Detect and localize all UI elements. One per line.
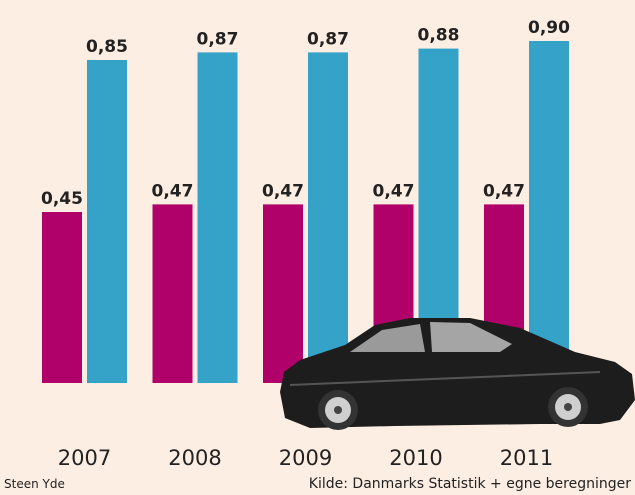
bar	[529, 41, 569, 383]
data-label: 0,87	[197, 29, 239, 49]
bar	[87, 60, 127, 383]
data-label: 0,85	[86, 37, 128, 57]
source: Kilde: Danmarks Statistik + egne beregni…	[309, 476, 631, 492]
x-tick-label: 2011	[500, 446, 553, 470]
bar	[308, 52, 348, 383]
x-tick-label: 2007	[58, 446, 111, 470]
x-tick-label: 2008	[168, 446, 221, 470]
bar	[263, 204, 303, 383]
x-tick-label: 2010	[389, 446, 442, 470]
bar	[198, 52, 238, 383]
data-label: 0,90	[528, 18, 570, 38]
data-label: 0,47	[152, 181, 194, 201]
x-tick-label: 2009	[279, 446, 332, 470]
credit: Steen Yde	[4, 477, 65, 491]
data-label: 0,88	[418, 26, 460, 46]
bar	[42, 212, 82, 383]
bar	[153, 204, 193, 383]
data-label: 0,87	[307, 29, 349, 49]
chart: 0,45 0,85 0,47 0,87 0,47 0,87 0,47 0,88 0,47 0,90…	[0, 0, 635, 495]
data-label: 0,45	[41, 189, 83, 209]
data-label: 0,47	[483, 181, 525, 201]
data-label: 0,47	[262, 181, 304, 201]
data-label: 0,47	[373, 181, 415, 201]
